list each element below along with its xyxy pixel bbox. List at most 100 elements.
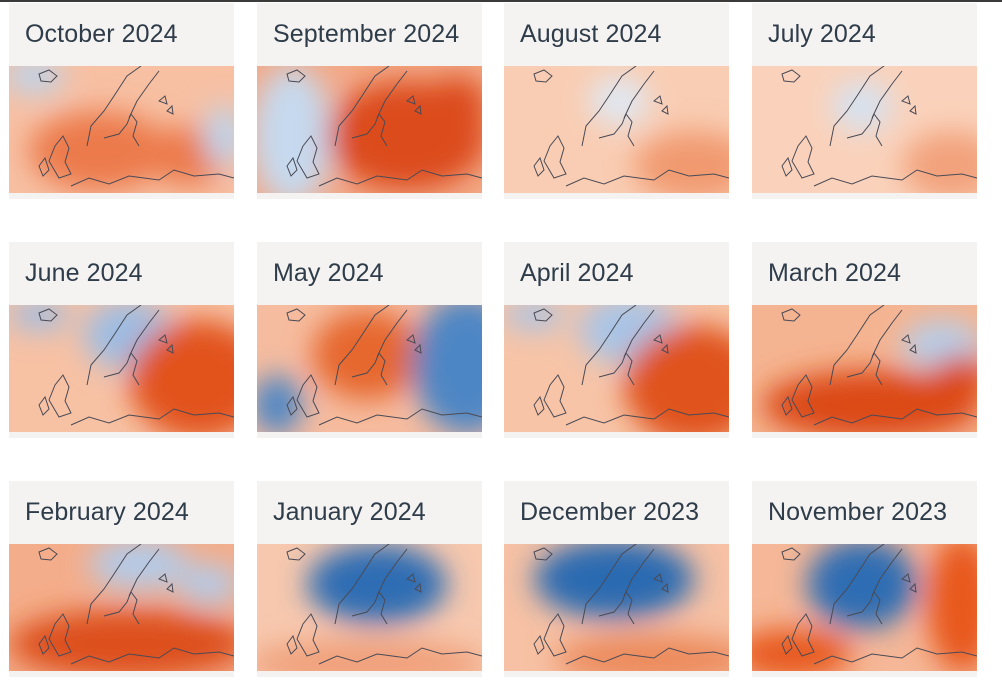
- anomaly-map[interactable]: [9, 544, 234, 671]
- coastline: [543, 613, 567, 657]
- cold-anomaly-region: [89, 544, 189, 589]
- monthly-anomaly-grid: October 2024 September 2024 August 2024 …: [9, 3, 999, 692]
- coastline: [533, 634, 545, 655]
- warm-anomaly-region: [9, 609, 234, 671]
- coastline: [86, 66, 142, 147]
- cold-anomaly-region: [504, 305, 564, 330]
- coastline: [38, 156, 50, 177]
- month-card-november-2023[interactable]: November 2023: [752, 481, 977, 677]
- coastline: [846, 590, 883, 625]
- coastline: [334, 66, 390, 147]
- warm-anomaly-region: [902, 131, 977, 193]
- anomaly-map[interactable]: [257, 305, 482, 432]
- coastline: [598, 112, 635, 147]
- coastline: [781, 156, 793, 177]
- warm-anomaly-region: [312, 310, 422, 400]
- warm-anomaly-region: [257, 639, 482, 671]
- month-card-may-2024[interactable]: May 2024: [257, 242, 482, 438]
- coastline: [598, 351, 635, 386]
- coastline: [543, 374, 567, 418]
- cold-anomaly-region: [307, 544, 447, 624]
- card-title: October 2024: [25, 20, 178, 48]
- anomaly-map[interactable]: [257, 544, 482, 671]
- coastline: [781, 547, 801, 561]
- coastline: [286, 308, 306, 322]
- coastline: [791, 374, 815, 418]
- cold-anomaly-region: [412, 305, 482, 432]
- warm-anomaly-region: [427, 76, 482, 136]
- coastline: [533, 69, 553, 83]
- month-card-december-2023[interactable]: December 2023: [504, 481, 729, 677]
- coastline: [70, 169, 234, 187]
- coastline: [581, 544, 637, 625]
- anomaly-map[interactable]: [504, 66, 729, 193]
- coastline: [829, 66, 885, 147]
- coastline: [846, 112, 883, 147]
- warm-anomaly-region: [129, 320, 234, 432]
- card-title: March 2024: [768, 259, 902, 287]
- top-border: [0, 0, 1002, 2]
- coastline: [781, 395, 793, 416]
- anomaly-map[interactable]: [504, 305, 729, 432]
- coastline: [653, 95, 669, 115]
- anomaly-map[interactable]: [257, 66, 482, 193]
- coastline: [813, 408, 977, 426]
- coastline: [901, 573, 917, 593]
- anomaly-map[interactable]: [504, 544, 729, 671]
- coastline: [128, 309, 160, 358]
- coastline: [286, 156, 298, 177]
- coastline: [376, 70, 408, 119]
- coastline: [286, 69, 306, 83]
- cold-anomaly-region: [534, 544, 694, 619]
- coastline: [296, 374, 320, 418]
- month-card-october-2024[interactable]: October 2024: [9, 3, 234, 199]
- coastline: [70, 647, 234, 665]
- coastline: [38, 634, 50, 655]
- coastline: [128, 548, 160, 597]
- coastline: [376, 548, 408, 597]
- anomaly-map[interactable]: [752, 305, 977, 432]
- coastline: [376, 309, 408, 358]
- coastline: [565, 169, 729, 187]
- coastline: [623, 309, 655, 358]
- coastline: [533, 395, 545, 416]
- coastline: [103, 351, 140, 386]
- coastline: [334, 544, 390, 625]
- month-card-january-2024[interactable]: January 2024: [257, 481, 482, 677]
- anomaly-map[interactable]: [752, 544, 977, 671]
- coastline: [286, 395, 298, 416]
- coastline: [581, 305, 637, 386]
- month-card-july-2024[interactable]: July 2024: [752, 3, 977, 199]
- cold-anomaly-region: [204, 106, 234, 166]
- coastline: [901, 95, 917, 115]
- month-card-june-2024[interactable]: June 2024: [9, 242, 234, 438]
- warm-anomaly-region: [554, 634, 729, 671]
- coastline: [871, 309, 903, 358]
- coastline: [781, 69, 801, 83]
- coastline: [351, 351, 388, 386]
- coastline: [38, 547, 58, 561]
- card-title: May 2024: [273, 259, 384, 287]
- warm-anomaly-region: [624, 325, 729, 432]
- card-title: February 2024: [25, 498, 189, 526]
- coastline: [86, 544, 142, 625]
- coastline: [38, 69, 58, 83]
- month-card-february-2024[interactable]: February 2024: [9, 481, 234, 677]
- coastline: [38, 395, 50, 416]
- coastline: [813, 169, 977, 187]
- coastline: [158, 334, 174, 354]
- warm-anomaly-region: [762, 370, 977, 432]
- month-card-april-2024[interactable]: April 2024: [504, 242, 729, 438]
- coastline: [781, 634, 793, 655]
- anomaly-map[interactable]: [752, 66, 977, 193]
- month-card-august-2024[interactable]: August 2024: [504, 3, 729, 199]
- anomaly-map[interactable]: [9, 305, 234, 432]
- month-card-september-2024[interactable]: September 2024: [257, 3, 482, 199]
- card-title: June 2024: [25, 259, 143, 287]
- anomaly-map[interactable]: [9, 66, 234, 193]
- coastline: [286, 634, 298, 655]
- coastline: [48, 135, 72, 179]
- coastline: [653, 334, 669, 354]
- month-card-march-2024[interactable]: March 2024: [752, 242, 977, 438]
- card-title: November 2023: [768, 498, 948, 526]
